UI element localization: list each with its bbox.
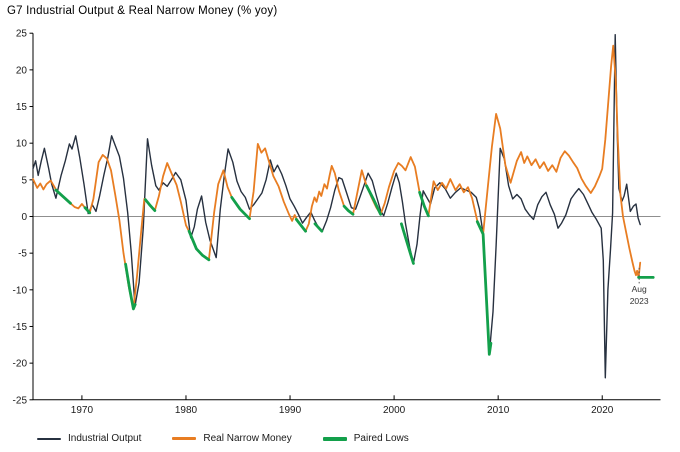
- x-tick-label: 2020: [591, 405, 614, 416]
- y-tick-label: 10: [16, 139, 28, 150]
- y-tick-label: 0: [21, 212, 27, 223]
- paired-low-segment: [365, 184, 382, 216]
- paired-low-segment: [294, 218, 307, 233]
- paired-lows-highlights: [54, 184, 655, 356]
- axes: 25 20 15 10 5 0 -5 -10 -15 -20 -25 1970 1980 1990 2000…: [13, 29, 661, 416]
- paired-low-segment: [230, 196, 251, 221]
- x-tick-label: 2010: [487, 405, 510, 416]
- real-narrow-money-line-icon: [172, 437, 197, 440]
- series-line-real-narrow-money: [32, 44, 642, 310]
- legend-item-real-narrow-money: Real Narrow Money: [172, 433, 292, 444]
- legend-label-industrial-output: Industrial Output: [68, 433, 142, 444]
- y-tick-label: -10: [13, 285, 28, 296]
- x-tick-label: 1990: [279, 405, 302, 416]
- y-tick-label: 25: [16, 29, 28, 40]
- paired-lows-line-icon: [322, 436, 347, 441]
- legend-label-paired-lows: Paired Lows: [353, 433, 409, 444]
- paired-low-segment: [54, 188, 72, 205]
- x-tick-label: 1970: [71, 405, 94, 416]
- y-tick-label: -5: [18, 249, 27, 260]
- industrial-output-line-icon: [37, 437, 61, 440]
- legend: Industrial Output Real Narrow Money Pair…: [37, 433, 409, 444]
- paired-low-segment: [187, 229, 211, 262]
- y-tick-label: -25: [13, 395, 28, 406]
- y-tick-label: -20: [13, 359, 28, 370]
- legend-item-paired-lows: Paired Lows: [322, 433, 409, 444]
- x-tick-label: 1980: [175, 405, 198, 416]
- annotation-group: Aug 2023: [630, 267, 649, 306]
- paired-low-segment: [144, 198, 157, 212]
- legend-label-real-narrow-money: Real Narrow Money: [203, 433, 292, 444]
- paired-low-segment: [475, 220, 493, 356]
- annotation-month-label: Aug: [632, 284, 647, 294]
- annotation-year-label: 2023: [630, 296, 649, 306]
- paired-low-segment: [83, 206, 92, 215]
- y-tick-label: 5: [21, 175, 27, 186]
- paired-low-segment: [313, 222, 324, 233]
- legend-item-industrial-output: Industrial Output: [37, 433, 141, 444]
- data-series: [32, 34, 642, 379]
- paired-low-segment: [418, 190, 430, 218]
- paired-low-segment: [400, 222, 415, 265]
- y-tick-label: 20: [16, 65, 28, 76]
- chart-title: G7 Industrial Output & Real Narrow Money…: [7, 5, 278, 17]
- x-tick-label: 2000: [383, 405, 406, 416]
- series-line-industrial-output: [32, 34, 641, 379]
- y-tick-label: -15: [13, 322, 28, 333]
- paired-low-segment: [124, 262, 137, 311]
- paired-low-segment: [342, 204, 355, 216]
- y-tick-label: 15: [16, 102, 28, 113]
